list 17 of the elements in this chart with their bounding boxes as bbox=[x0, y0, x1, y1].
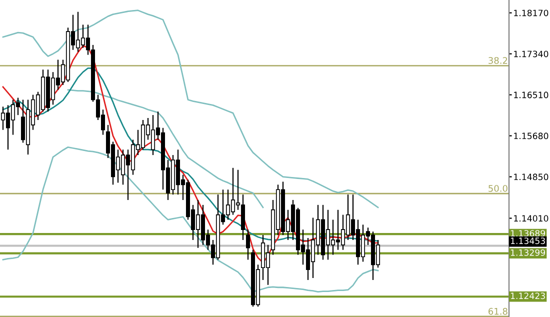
annotation: 38.2 bbox=[488, 57, 508, 64]
y-tick-label: 1.14010 bbox=[514, 215, 548, 222]
annotation: 61.8 bbox=[488, 308, 508, 315]
y-tick-label: 1.17340 bbox=[514, 50, 548, 58]
y-tick-label: 1.18170 bbox=[514, 10, 548, 16]
ref-line-label: 1.13299 bbox=[510, 249, 546, 256]
line-series bbox=[67, 89, 264, 208]
y-tick-label: 1.16510 bbox=[514, 92, 548, 98]
line-series bbox=[2, 10, 379, 208]
line-series bbox=[2, 146, 379, 293]
candlestick bbox=[246, 229, 250, 260]
ref-line-label: 1.13453 bbox=[510, 238, 545, 244]
ref-line-label: 1.12423 bbox=[510, 292, 545, 300]
ref-line-label: 1.13689 bbox=[510, 230, 546, 237]
annotation: 50.0 bbox=[488, 184, 508, 192]
y-tick-label: 1.15680 bbox=[514, 132, 548, 140]
y-tick-label: 1.14850 bbox=[514, 174, 548, 180]
